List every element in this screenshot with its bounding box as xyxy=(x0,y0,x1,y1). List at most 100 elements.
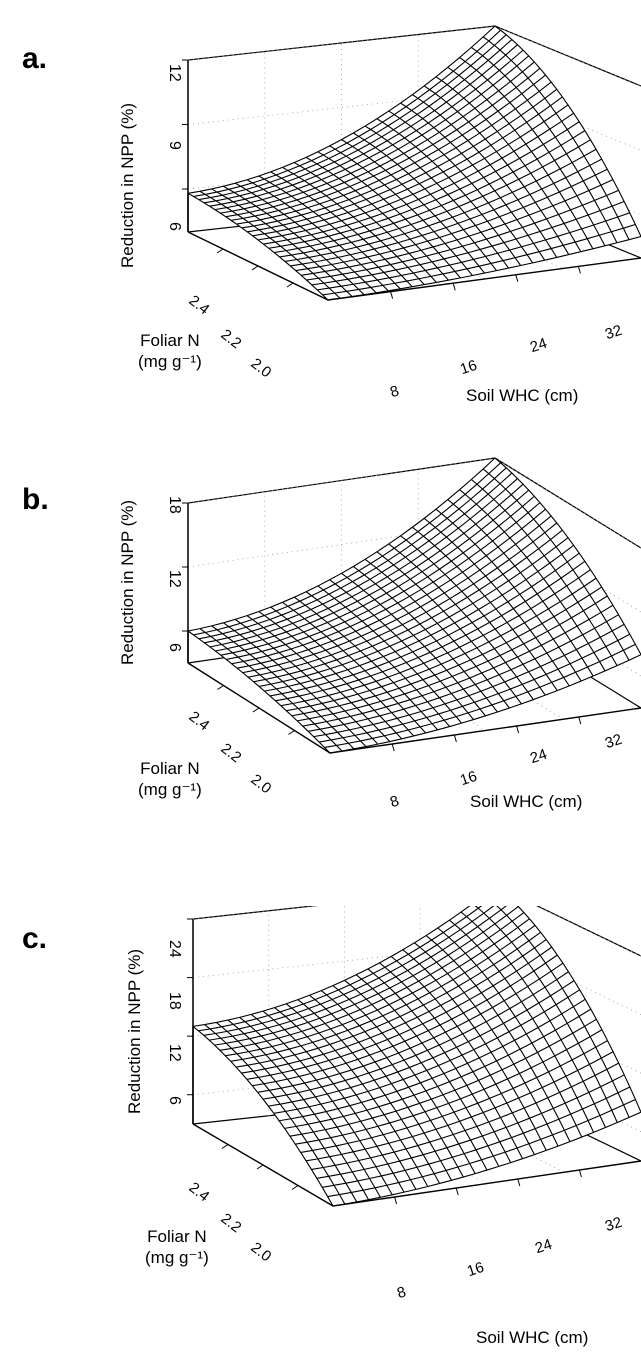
surface-mesh-line xyxy=(198,34,507,201)
surface-mesh-line xyxy=(286,577,597,712)
surface-mesh-line xyxy=(302,604,614,727)
foliar-n-label-b: Foliar N (mg g⁻¹) xyxy=(138,758,202,800)
surface-mesh-line xyxy=(300,1040,608,1153)
z-tick-a-1: 9 xyxy=(166,141,183,150)
surface-mesh-line xyxy=(203,906,495,1036)
surface-mesh-line xyxy=(209,478,518,648)
surface-mesh-line xyxy=(219,912,525,1051)
surface-mesh-line xyxy=(257,962,564,1093)
y-tick-mark xyxy=(288,730,295,735)
surface-mesh-line xyxy=(311,200,625,286)
surface-mesh-line xyxy=(252,954,558,1087)
surface-mesh-line xyxy=(297,595,608,722)
surface-mesh-line xyxy=(268,121,580,249)
surface-mesh-line xyxy=(209,44,518,207)
surface-mesh-line xyxy=(257,104,569,241)
surface-mesh-line xyxy=(295,1029,603,1145)
surface-mesh-line xyxy=(192,906,471,1027)
surface-mesh-line xyxy=(290,158,602,267)
y-tick-mark xyxy=(291,1185,299,1190)
x-tick-mark xyxy=(391,743,395,752)
surface-mesh-line xyxy=(264,544,574,692)
panel-label-b: b. xyxy=(22,483,49,516)
surface-mesh-line xyxy=(187,25,496,194)
surface-mesh-line xyxy=(241,81,552,229)
surface-mesh-line xyxy=(237,508,546,669)
surface-mesh-line xyxy=(253,529,563,683)
z-gridline xyxy=(494,457,641,549)
z-tick-c-1: 12 xyxy=(166,1044,183,1062)
y-tick-mark xyxy=(217,685,224,690)
x-tick-mark xyxy=(390,291,394,299)
surface-plot-c xyxy=(187,906,641,1207)
y-tick-mark xyxy=(221,1144,229,1149)
z-tick-b-1: 12 xyxy=(166,570,183,588)
surface-mesh-line xyxy=(204,472,513,644)
z-gridline xyxy=(187,457,496,504)
surface-mesh-line xyxy=(284,1008,592,1129)
surface-mesh-line xyxy=(274,130,586,254)
x-axis-title-a: Soil WHC (cm) xyxy=(466,386,579,405)
foliar-n-unit-b: (mg g⁻¹) xyxy=(138,780,202,799)
surface-mesh-line xyxy=(204,39,513,204)
z-tick-a-0: 6 xyxy=(166,222,183,231)
surface-mesh-line xyxy=(313,623,625,738)
z-tick-b-0: 6 xyxy=(166,643,183,652)
surface-mesh-line xyxy=(316,1074,625,1179)
surface-mesh-line xyxy=(230,924,536,1062)
surface-mesh-line xyxy=(273,989,580,1114)
y-tick-mark xyxy=(216,248,224,254)
surface-mesh-line xyxy=(289,1018,597,1137)
foliar-n-label-a: Foliar N (mg g⁻¹) xyxy=(138,330,202,372)
surface-mesh-line xyxy=(192,1025,334,1207)
surface-mesh-line xyxy=(198,467,507,640)
x-tick-mark xyxy=(453,734,457,743)
surface-mesh-line xyxy=(193,29,501,197)
z-tick-c-2: 18 xyxy=(166,992,183,1010)
surface-plot-a xyxy=(182,25,641,301)
surface-mesh-line xyxy=(324,643,636,749)
front-floor-edge xyxy=(187,662,641,754)
surface-mesh-line xyxy=(262,971,569,1100)
z-tick-b-2: 18 xyxy=(166,496,183,514)
surface-mesh-line xyxy=(268,980,575,1107)
surface-mesh-line xyxy=(311,1062,619,1171)
surface-mesh-line xyxy=(327,1098,636,1198)
foliar-n-unit-a: (mg g⁻¹) xyxy=(138,352,202,371)
surface-mesh-line xyxy=(225,918,530,1057)
surface-mesh-line xyxy=(258,537,569,687)
foliar-n-title-b: Foliar N xyxy=(140,759,200,778)
front-floor-edge xyxy=(187,231,641,301)
surface-mesh-line xyxy=(241,939,547,1074)
surface-mesh-line xyxy=(246,946,553,1080)
surface-mesh-line xyxy=(187,457,496,632)
x-tick-mark xyxy=(578,716,582,725)
x-tick-mark xyxy=(578,1169,582,1178)
z-tick-c-0: 6 xyxy=(166,1096,183,1105)
front-floor-edge xyxy=(192,1123,641,1207)
x-tick-mark xyxy=(394,1196,398,1205)
surface-mesh-line xyxy=(209,906,507,1041)
surface-mesh-line xyxy=(300,179,614,276)
chart-panel-b: b. Reduction in NPP (%) 6 12 18 Foliar N… xyxy=(0,453,641,906)
surface-mesh-line xyxy=(318,633,631,743)
panel-label-a: a. xyxy=(22,42,48,75)
surface-mesh-line xyxy=(215,483,524,652)
foliar-n-title-c: Foliar N xyxy=(147,1227,207,1246)
chart-panel-c: c. Reduction in NPP (%) 6 12 18 24 Folia… xyxy=(0,906,641,1359)
surface-mesh-line xyxy=(280,569,591,707)
surface-mesh-line xyxy=(247,88,558,233)
x-axis-title-c: Soil WHC (cm) xyxy=(476,1328,589,1347)
z-gridline xyxy=(536,906,641,957)
surface-mesh-line xyxy=(322,1086,631,1188)
surface-mesh-line xyxy=(187,630,331,754)
surface-mesh-line xyxy=(263,112,574,245)
surface-mesh-line xyxy=(329,654,641,754)
z-gridline xyxy=(192,944,497,978)
surface-mesh-line xyxy=(193,462,501,636)
y-tick-mark xyxy=(251,265,259,271)
z-axis-title-c: Reduction in NPP (%) xyxy=(125,948,144,1114)
surface-mesh-line xyxy=(226,495,535,660)
surface-mesh-line xyxy=(295,168,608,272)
x-tick-mark xyxy=(516,725,520,734)
